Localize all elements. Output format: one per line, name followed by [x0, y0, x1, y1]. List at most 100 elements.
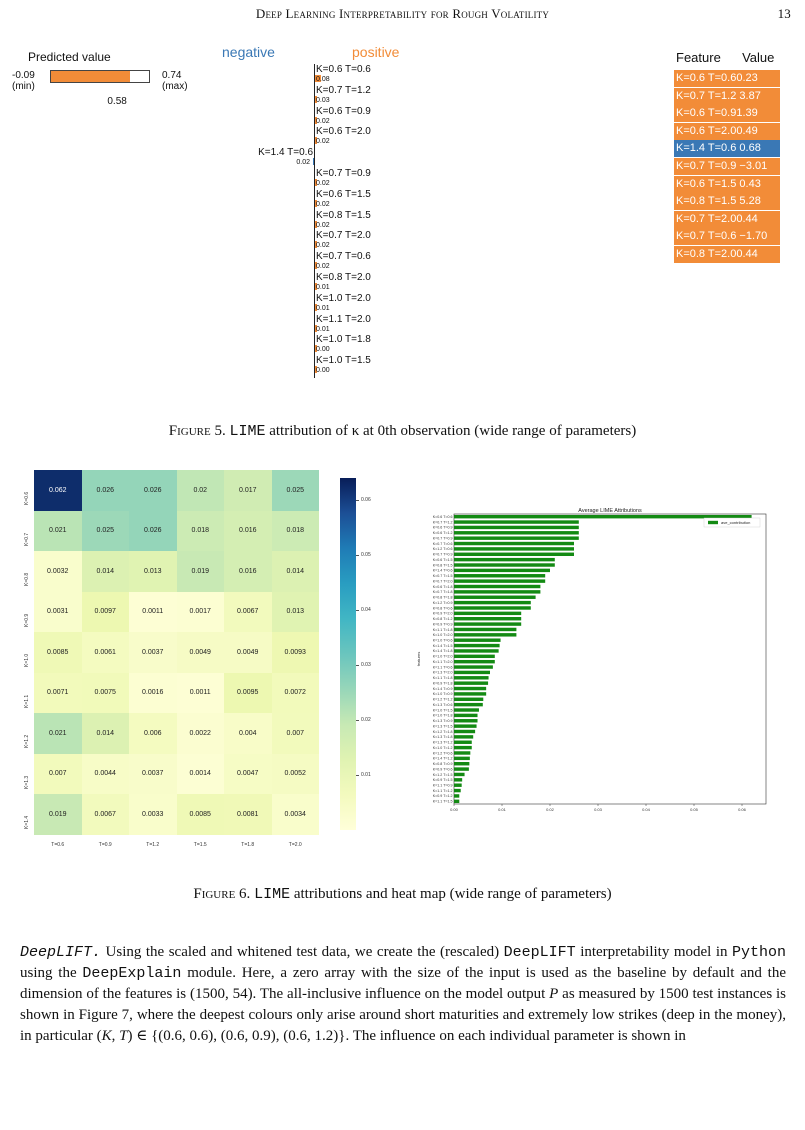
colorbar-tick-mark — [356, 720, 359, 721]
lime-row-label: K=0.6 T=1.5 — [316, 188, 371, 200]
lime-row-value: 0.08 — [316, 76, 330, 83]
paragraph-text: Using the scaled and whitened test data,… — [105, 944, 504, 960]
figure-5-caption-mono: LIME — [229, 423, 266, 440]
heatmap-cell: 0.019 — [34, 794, 82, 835]
colorbar-tick-mark — [356, 610, 359, 611]
lime-row-value: 0.00 — [316, 367, 330, 375]
figure-5-caption: Figure 5. LIME attribution of κ at 0th o… — [0, 423, 805, 440]
feature-table-header: Feature Value — [676, 50, 774, 65]
heatmap-row-label: K=0.6 — [24, 492, 30, 506]
lime-row-bar — [315, 95, 318, 103]
category-label: K=1.0 T=2.0 — [433, 633, 453, 637]
heatmap-cell: 0.025 — [81, 510, 129, 551]
bar — [454, 745, 472, 750]
paragraph-text: module. Here, a zero array with the size… — [20, 965, 786, 1002]
y-axis-label: features — [416, 652, 421, 666]
heatmap-cell: 0.026 — [129, 470, 177, 511]
average-lime-bar-chart: Average LIME Attributions K=1.1 T=1.5 K=0.… — [416, 508, 767, 812]
heatmap-cell: 0.0052 — [271, 753, 319, 794]
heatmap-cell: 0.025 — [271, 470, 319, 511]
feature-table-row: K=0.7 T=2.00.44 — [674, 210, 780, 228]
heatmap-cell: 0.0044 — [81, 753, 129, 794]
heatmap-row-label: K=0.8 — [24, 573, 30, 587]
bar — [454, 794, 460, 798]
category-label: K=0.9 T=2.0 — [433, 612, 453, 616]
category-label: K=0.9 T=1.8 — [433, 681, 453, 685]
lime-row-label: K=1.4 T=0.6 — [258, 147, 313, 159]
heatmap-row-label: K=0.9 — [24, 613, 30, 627]
lime-row-bar — [315, 75, 321, 82]
category-label: K=1.2 T=0.6 — [433, 547, 453, 551]
lime-row-value: 0.02 — [296, 159, 310, 167]
bar — [454, 643, 500, 648]
heatmap-cell: 0.013 — [271, 591, 319, 632]
figure-6-label: Figure 6. — [193, 886, 251, 902]
colorbar-tick-label: 0.03 — [361, 662, 371, 668]
lime-row-value: 0.02 — [316, 263, 330, 271]
category-label: K=1.3 T=2.0 — [433, 671, 453, 675]
bar — [454, 568, 550, 573]
lime-row-value: 0.01 — [316, 284, 330, 291]
category-label: K=0.6 T=1.2 — [433, 531, 453, 535]
bar — [454, 724, 477, 728]
lime-row-value: 0.02 — [316, 180, 330, 187]
heatmap-cell: 0.0022 — [176, 713, 224, 754]
colorbar-tick-label: 0.04 — [361, 607, 371, 613]
lime-row-label: K=1.0 T=1.8 — [316, 334, 371, 346]
bar — [454, 617, 522, 621]
category-label: K=1.4 T=0.6 — [433, 569, 453, 573]
predicted-max-value: 0.74 — [162, 70, 182, 81]
feature-table-row: K=0.7 T=1.2 3.87 — [674, 87, 780, 105]
lime-row-value: 0.02 — [316, 117, 330, 125]
x-tick-label: 0.04 — [642, 807, 651, 812]
figure-5-label: Figure 5. — [168, 423, 226, 439]
heatmap-row-label: K=0.7 — [24, 532, 30, 546]
bar — [454, 697, 484, 701]
category-label: K=1.1 T=1.8 — [433, 628, 453, 632]
lime-row-label: K=0.6 T=0.6 — [316, 64, 371, 75]
bar — [454, 735, 474, 739]
category-label: K=0.7 T=1.8 — [433, 590, 453, 594]
predicted-value-bar — [50, 70, 150, 83]
lime-row-bar — [315, 345, 317, 353]
bar — [454, 676, 489, 680]
heatmap-cell: 0.016 — [224, 551, 272, 592]
predicted-value-fill — [51, 71, 131, 82]
bar — [454, 611, 522, 616]
heatmap-cell: 0.018 — [176, 510, 224, 551]
x-tick-label: 0.06 — [738, 807, 747, 812]
category-label: K=1.2 T=1.2 — [433, 698, 453, 702]
bar — [454, 649, 499, 653]
lime-row-bar — [315, 199, 317, 207]
heatmap-row-label: K=1.3 — [24, 775, 30, 789]
heatmap-col-label: T=0.9 — [98, 841, 112, 848]
bar — [454, 756, 470, 761]
bar — [454, 547, 574, 551]
lime-row-value: 0.02 — [316, 138, 330, 146]
heatmap-cell: 0.004 — [224, 713, 272, 754]
category-label: K=0.7 T=2.0 — [433, 579, 453, 583]
feature-table-row: K=0.6 T=2.00.49 — [674, 122, 780, 140]
heatmap-cell: 0.0011 — [176, 672, 224, 713]
predicted-min: -0.09 (min) — [12, 70, 35, 92]
predicted-value-number: 0.58 — [107, 96, 127, 107]
category-label: K=1.0 T=1.5 — [433, 708, 453, 712]
inline-code: DeepLIFT — [503, 944, 576, 961]
heatmap-cell: 0.0037 — [129, 753, 177, 794]
category-label: K=1.4 T=1.2 — [433, 757, 453, 761]
category-label: K=0.6 T=1.5 — [433, 558, 453, 562]
bar — [454, 670, 490, 675]
figure-6-caption-text: attributions and heat map (wide range of… — [293, 886, 612, 902]
colorbar-tick-mark — [356, 555, 359, 556]
bar — [454, 638, 501, 642]
bar — [454, 659, 495, 664]
lime-row-value: 0.00 — [316, 346, 330, 354]
legend-swatch — [708, 520, 718, 525]
deeplift-heading: DeepLIFT. — [20, 944, 102, 961]
bar — [454, 574, 546, 578]
heatmap-cell: 0.0085 — [34, 632, 82, 673]
heatmap-row-label: K=1.4 — [24, 816, 30, 830]
category-label: K=0.6 T=0.9 — [433, 526, 453, 530]
bar — [454, 740, 472, 744]
bar — [454, 552, 574, 556]
